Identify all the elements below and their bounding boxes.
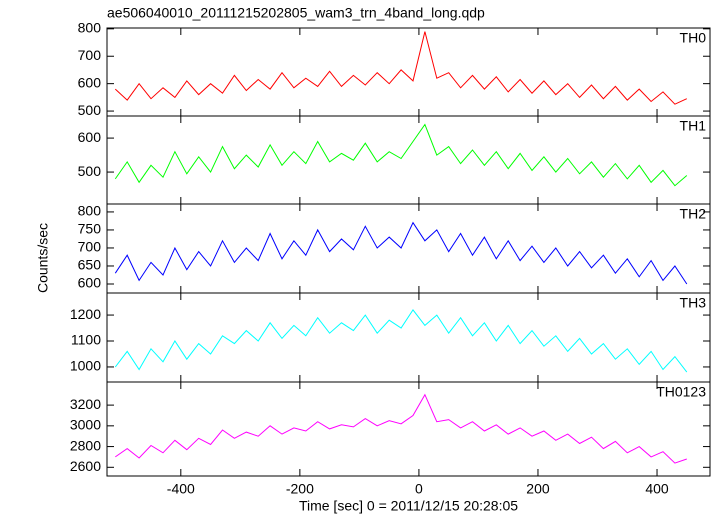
- series-label: TH0123: [656, 384, 706, 400]
- y-tick-label: 2800: [70, 437, 101, 453]
- y-tick-label: 700: [78, 47, 102, 63]
- panel-frame: [106, 292, 711, 383]
- data-line: [115, 393, 687, 464]
- data-line: [114, 123, 688, 187]
- chart-title: ae506040010_20111215202805_wam3_trn_4ban…: [107, 5, 485, 21]
- panel-frame: [106, 27, 711, 117]
- x-tick-label: 0: [415, 481, 423, 497]
- y-tick-label: 750: [78, 221, 102, 237]
- y-tick-label: 3000: [70, 417, 101, 433]
- y-tick-label: 800: [78, 203, 102, 219]
- y-tick-label: 800: [78, 20, 102, 36]
- panel-frame: [106, 203, 711, 294]
- y-tick-label: 2600: [70, 458, 101, 474]
- data-line: [114, 31, 688, 105]
- y-tick-label: 600: [78, 129, 102, 145]
- series-label: TH2: [680, 206, 707, 222]
- x-tick-label: -200: [286, 481, 314, 497]
- series-label: TH0: [680, 30, 707, 46]
- y-tick-label: 500: [78, 163, 102, 179]
- y-tick-label: 1000: [70, 358, 101, 374]
- y-tick-label: 650: [78, 257, 102, 273]
- data-line: [114, 221, 688, 285]
- y-tick-label: 700: [78, 239, 102, 255]
- series-label: TH1: [680, 118, 707, 134]
- y-tick-label: 500: [78, 102, 102, 118]
- x-axis-label: Time [sec] 0 = 2011/12/15 20:28:05: [299, 498, 518, 514]
- x-tick-label: 200: [526, 481, 550, 497]
- x-tick-label: -400: [167, 481, 195, 497]
- series-label: TH3: [680, 295, 707, 311]
- data-line: [114, 309, 688, 373]
- y-tick-label: 1100: [71, 332, 101, 348]
- x-tick-label: 400: [645, 481, 669, 497]
- panel-frame: [106, 381, 711, 477]
- panel-frame: [106, 115, 711, 205]
- y-tick-label: 600: [78, 275, 102, 291]
- y-tick-label: 1200: [70, 306, 101, 322]
- y-tick-label: 3200: [70, 396, 101, 412]
- y-axis-label: Counts/sec: [35, 223, 51, 293]
- y-tick-label: 600: [78, 74, 102, 90]
